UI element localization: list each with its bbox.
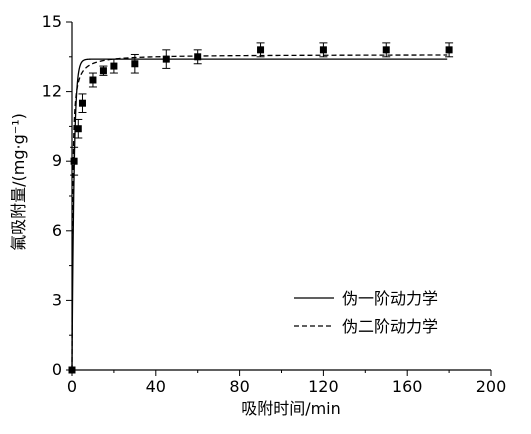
x-tick-label: 160 (392, 377, 423, 396)
legend-label: 伪二阶动力学 (342, 317, 438, 336)
data-point (194, 53, 202, 61)
data-point (110, 62, 118, 70)
data-point (89, 76, 97, 84)
data-point (445, 46, 453, 54)
y-tick-label: 9 (52, 151, 62, 170)
x-tick-label: 120 (308, 377, 339, 396)
data-point (131, 60, 139, 68)
x-tick-label: 80 (229, 377, 249, 396)
y-tick-label: 12 (42, 82, 62, 101)
y-tick-label: 3 (52, 290, 62, 309)
y-tick-label: 0 (52, 360, 62, 379)
y-axis-label: 氟吸附量/(mg·g⁻¹) (9, 113, 28, 251)
data-point (70, 157, 78, 165)
data-point (257, 46, 265, 54)
data-point (68, 366, 76, 374)
data-point (99, 67, 107, 75)
data-point (319, 46, 327, 54)
x-tick-label: 200 (476, 377, 507, 396)
x-tick-label: 0 (67, 377, 77, 396)
data-point (74, 125, 82, 133)
legend-label: 伪一阶动力学 (342, 289, 438, 308)
data-point (78, 99, 86, 107)
y-tick-label: 6 (52, 221, 62, 240)
x-axis-label: 吸附时间/min (241, 399, 341, 418)
data-point (382, 46, 390, 54)
y-tick-label: 15 (42, 12, 62, 31)
x-tick-label: 40 (146, 377, 166, 396)
data-point (162, 55, 170, 63)
